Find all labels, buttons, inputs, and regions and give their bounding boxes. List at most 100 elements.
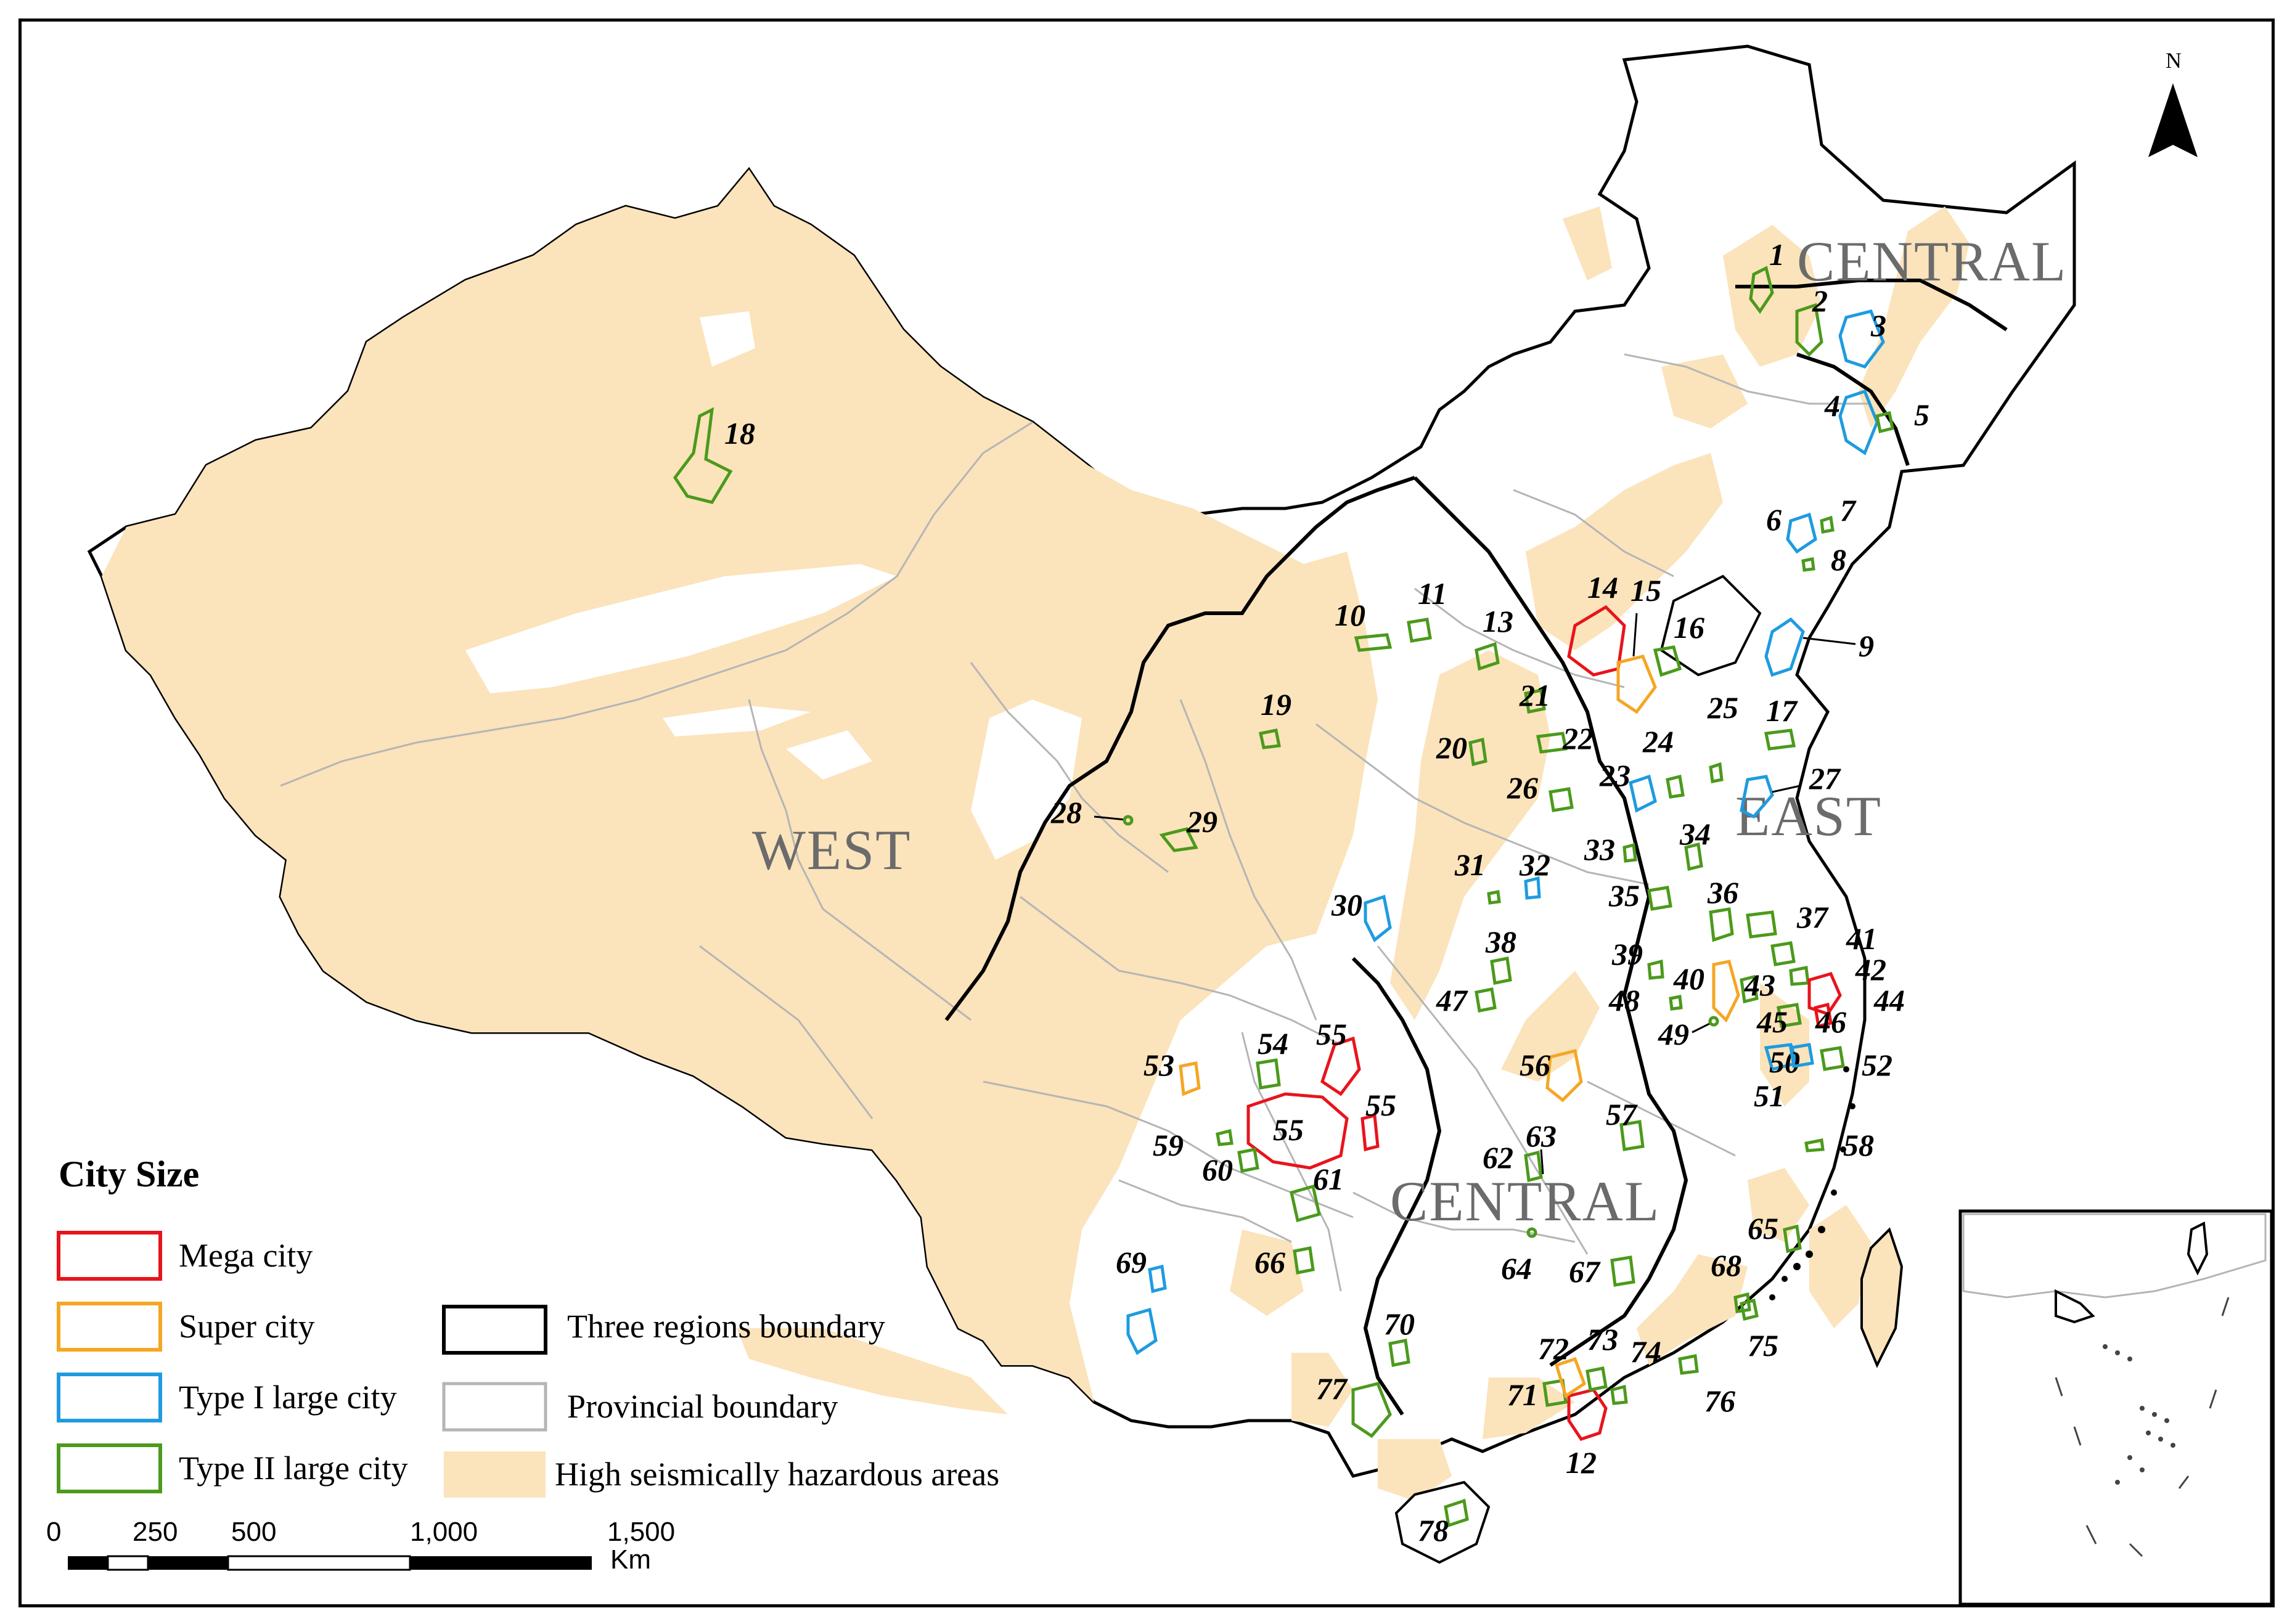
city-marker-65: 65	[1748, 1211, 1802, 1254]
region-label-central-south: CENTRAL	[1390, 1170, 1660, 1233]
city-marker-62: 62	[1483, 1140, 1543, 1183]
city-marker-25: 25	[1707, 690, 1738, 783]
city-marker-49: 49	[1658, 1016, 1719, 1051]
city-marker-39: 39	[1611, 937, 1664, 980]
city-marker-75: 75	[1733, 1292, 1778, 1363]
city-marker-77: 77	[1316, 1371, 1392, 1438]
city-marker-74: 74	[1610, 1334, 1661, 1405]
svg-text:1,500: 1,500	[607, 1517, 675, 1547]
legend-title: City Size	[59, 1154, 199, 1194]
svg-text:63: 63	[1526, 1119, 1557, 1153]
city-marker-44: 44	[1807, 971, 1905, 1018]
city-marker-21: 21	[1519, 678, 1550, 714]
svg-text:10: 10	[1335, 598, 1365, 632]
svg-text:69: 69	[1116, 1245, 1147, 1279]
legend: City Size Mega city Super city Type I la…	[57, 1154, 999, 1498]
svg-text:Three regions boundary: Three regions boundary	[567, 1308, 885, 1345]
city-marker-34: 34	[1679, 817, 1711, 871]
svg-text:67: 67	[1569, 1254, 1601, 1289]
city-marker-31: 31	[1454, 847, 1501, 905]
svg-text:Provincial boundary: Provincial boundary	[567, 1388, 838, 1425]
svg-text:Mega city: Mega city	[179, 1237, 313, 1274]
svg-text:11: 11	[1418, 576, 1447, 611]
svg-text:75: 75	[1748, 1328, 1778, 1363]
svg-text:72: 72	[1538, 1331, 1569, 1366]
city-marker-38: 38	[1485, 924, 1516, 985]
svg-text:24: 24	[1642, 724, 1674, 759]
svg-text:38: 38	[1485, 924, 1516, 959]
svg-text:250: 250	[133, 1517, 178, 1547]
city-markers: 1 2 3 4 5 6 7 8 9 10 11 12 13 14 15 16 1…	[673, 237, 1929, 1548]
svg-text:70: 70	[1384, 1307, 1415, 1341]
map-frame: WEST CENTRAL CENTRAL EAST N 1 2 3 4 5 6 …	[18, 18, 2275, 1607]
svg-text:14: 14	[1587, 570, 1618, 605]
svg-text:Km: Km	[610, 1544, 651, 1575]
svg-text:42: 42	[1855, 952, 1886, 987]
svg-text:19: 19	[1261, 687, 1291, 722]
city-marker-58: 58	[1804, 1128, 1874, 1162]
svg-text:30: 30	[1331, 887, 1362, 922]
svg-text:77: 77	[1316, 1371, 1348, 1406]
city-marker-41: 41	[1770, 921, 1877, 966]
svg-text:21: 21	[1519, 678, 1550, 712]
three-regions-boundary	[944, 279, 2008, 1416]
city-marker-55-main: 55	[1246, 1092, 1349, 1170]
city-marker-14: 14	[1567, 570, 1626, 677]
region-label-west: WEST	[752, 818, 911, 881]
south-china-sea-inset	[1958, 1209, 2272, 1604]
svg-text:2: 2	[1812, 284, 1828, 318]
city-marker-56: 56	[1520, 1048, 1583, 1103]
svg-text:34: 34	[1679, 817, 1711, 851]
svg-text:51: 51	[1754, 1079, 1785, 1113]
svg-text:59: 59	[1153, 1128, 1184, 1162]
city-marker-5: 5	[1875, 398, 1929, 434]
city-marker-3: 3	[1838, 308, 1886, 369]
provincial-boundaries	[280, 353, 1871, 1292]
city-marker-70: 70	[1384, 1307, 1415, 1367]
svg-text:18: 18	[724, 416, 755, 451]
city-marker-59: 59	[1153, 1128, 1234, 1162]
north-label: N	[2166, 48, 2182, 73]
svg-text:1: 1	[1769, 237, 1785, 272]
city-marker-23: 23	[1599, 758, 1657, 813]
svg-text:62: 62	[1483, 1140, 1513, 1175]
svg-text:Super city: Super city	[179, 1308, 314, 1345]
city-marker-54: 54	[1256, 1026, 1288, 1090]
city-marker-16: 16	[1653, 610, 1704, 677]
city-marker-19: 19	[1259, 687, 1291, 749]
svg-text:52: 52	[1862, 1048, 1892, 1082]
city-marker-52: 52	[1820, 1046, 1892, 1082]
city-marker-27: 27	[1740, 761, 1841, 819]
svg-text:45: 45	[1756, 1005, 1788, 1039]
non-hazard-gaps	[465, 311, 1082, 860]
svg-text:9: 9	[1859, 629, 1874, 663]
svg-text:35: 35	[1608, 878, 1640, 913]
city-marker-37: 37	[1746, 900, 1829, 939]
svg-text:28: 28	[1050, 795, 1082, 830]
svg-text:22: 22	[1562, 721, 1594, 756]
city-marker-67: 67	[1569, 1254, 1635, 1289]
city-marker-53: 53	[1144, 1048, 1201, 1096]
svg-text:23: 23	[1599, 758, 1630, 793]
city-marker-29: 29	[1159, 804, 1217, 852]
city-marker-64: 64	[1501, 1227, 1537, 1286]
svg-text:3: 3	[1870, 308, 1886, 343]
legend-item-three-regions-boundary: Three regions boundary	[442, 1305, 885, 1355]
svg-text:60: 60	[1202, 1153, 1233, 1187]
city-marker-6: 6	[1766, 502, 1817, 554]
svg-text:54: 54	[1258, 1026, 1288, 1061]
svg-text:68: 68	[1711, 1248, 1741, 1283]
svg-text:29: 29	[1186, 804, 1217, 839]
city-marker-69: 69	[1116, 1245, 1167, 1355]
svg-text:41: 41	[1846, 921, 1877, 956]
city-marker-18: 18	[673, 407, 755, 504]
city-marker-17: 17	[1764, 693, 1798, 751]
city-marker-46: 46	[1814, 1002, 1846, 1039]
city-marker-72: 72	[1538, 1331, 1587, 1398]
city-marker-24: 24	[1642, 724, 1685, 799]
svg-text:47: 47	[1436, 983, 1468, 1018]
svg-text:55: 55	[1316, 1017, 1347, 1051]
city-marker-10: 10	[1335, 598, 1393, 652]
city-marker-71: 71	[1507, 1377, 1568, 1412]
svg-text:56: 56	[1520, 1048, 1550, 1082]
